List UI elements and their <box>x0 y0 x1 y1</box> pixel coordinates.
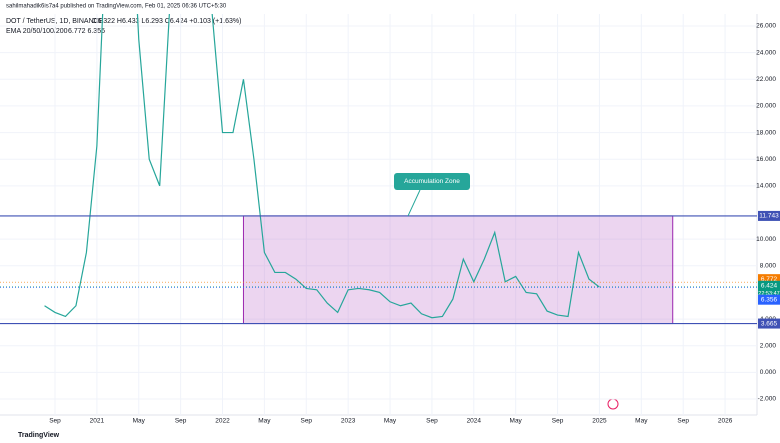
brand: TradingView <box>18 432 60 439</box>
price-tag-label: 6.424 <box>761 283 778 290</box>
y-tick-label: 24.000 <box>756 49 776 56</box>
y-tick-label: 22.000 <box>756 76 776 83</box>
level-label: 11.743 <box>759 213 779 220</box>
price-tag <box>758 280 780 299</box>
price-line <box>44 14 600 319</box>
x-tick-label: 2026 <box>718 418 733 425</box>
x-tick-label: May <box>384 418 397 425</box>
countdown: 22:53:47 <box>758 291 779 297</box>
x-tick-label: 2021 <box>90 418 105 425</box>
publisher: sahilmahadik6is7a4 published on TradingV… <box>6 4 227 10</box>
x-tick-label: Sep <box>300 418 312 425</box>
x-tick-label: May <box>635 418 648 425</box>
price-tag <box>758 294 780 305</box>
y-tick-label: 26.000 <box>756 23 776 30</box>
y-tick-label: 8.000 <box>760 263 777 270</box>
x-tick-label: 2023 <box>341 418 356 425</box>
annotation-pointer <box>407 189 421 217</box>
ema-label: EMA 20/50/100/200 <box>6 28 68 35</box>
x-tick-label: 2025 <box>592 418 607 425</box>
x-tick-label: May <box>258 418 271 425</box>
price-tag <box>758 274 780 285</box>
price-tag-label: 6.772 <box>761 276 778 283</box>
x-tick-label: May <box>510 418 523 425</box>
annotation-box <box>394 173 470 190</box>
accumulation-zone <box>242 215 674 325</box>
x-tick-label: May <box>133 418 146 425</box>
y-tick-label: 10.000 <box>756 236 776 243</box>
ema-values: 6.772 6.356 <box>68 28 105 35</box>
y-tick-label: 2.000 <box>760 342 777 349</box>
level-tag <box>758 318 780 329</box>
y-tick-label: 14.000 <box>756 183 776 190</box>
y-tick-label: 0.000 <box>760 369 777 376</box>
x-tick-label: Sep <box>552 418 564 425</box>
x-tick-label: Sep <box>175 418 187 425</box>
price-tag-label: 6.356 <box>761 296 778 303</box>
y-tick-label: 16.000 <box>756 156 776 163</box>
ohlc: O6.322 H6.433 L6.293 C6.424 +0.103 (+1.6… <box>92 18 241 25</box>
annotation-label: Accumulation Zone <box>404 178 460 185</box>
x-tick-label: Sep <box>677 418 689 425</box>
level-label: 3.665 <box>761 320 778 327</box>
y-tick-label: 20.000 <box>756 103 776 110</box>
x-tick-label: 2022 <box>215 418 230 425</box>
x-tick-label: Sep <box>426 418 438 425</box>
level-tag <box>758 210 780 221</box>
y-tick-label: -2.000 <box>758 396 777 403</box>
y-tick-label: 18.000 <box>756 129 776 136</box>
x-tick-label: Sep <box>49 418 61 425</box>
x-tick-label: 2024 <box>467 418 482 425</box>
